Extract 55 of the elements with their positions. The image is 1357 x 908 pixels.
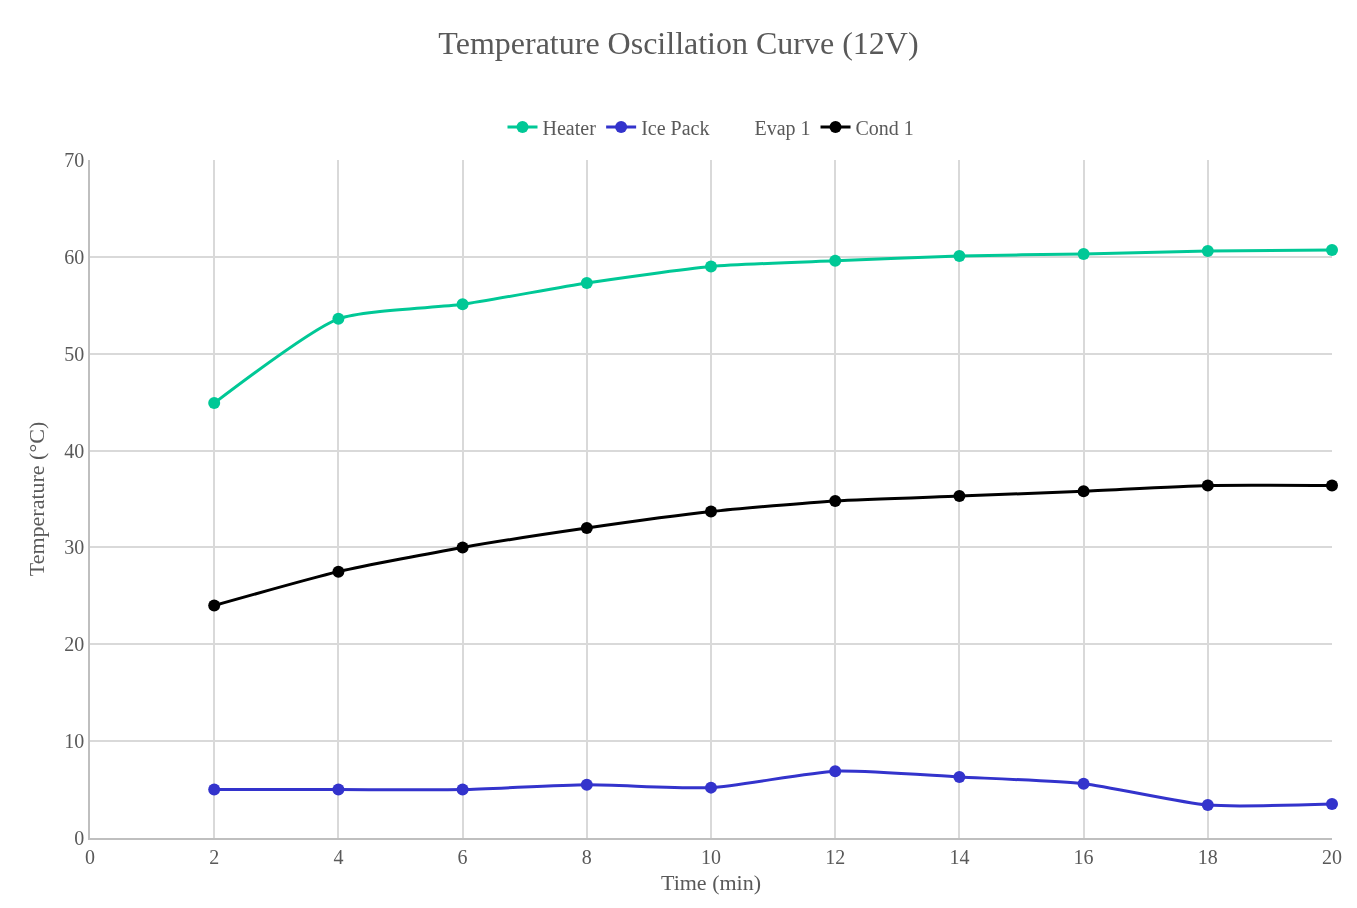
point xyxy=(332,312,345,325)
point xyxy=(580,522,593,535)
y-tick-label: 20 xyxy=(64,633,85,656)
y-tick-label: 10 xyxy=(64,730,85,753)
point xyxy=(705,781,717,794)
x-tick-label: 18 xyxy=(1197,845,1218,868)
x-tick-label: 12 xyxy=(825,845,846,868)
y-tick-label: 30 xyxy=(64,536,85,559)
legend-label: Ice Pack xyxy=(641,116,710,139)
x-tick-label: 20 xyxy=(1322,845,1342,868)
point xyxy=(705,260,717,273)
x-tick-label: 14 xyxy=(949,845,970,868)
point xyxy=(208,783,221,796)
point xyxy=(953,490,966,503)
x-tick-label: 16 xyxy=(1073,845,1094,868)
x-tick-label: 6 xyxy=(457,845,468,868)
y-tick-label: 70 xyxy=(64,149,85,171)
point xyxy=(1201,799,1214,812)
point xyxy=(1077,247,1090,260)
y-tick-label: 40 xyxy=(64,439,85,462)
point xyxy=(829,254,842,267)
point xyxy=(1077,777,1090,790)
point xyxy=(829,494,842,507)
point xyxy=(829,765,842,778)
text: Evap 1 xyxy=(754,116,811,140)
x-tick-label: 8 xyxy=(581,845,592,868)
x-tick-label: 2 xyxy=(209,845,220,868)
point xyxy=(332,565,345,578)
legend-label: Heater xyxy=(542,116,597,139)
y-tick-label: 50 xyxy=(64,342,85,365)
x-tick-label: 4 xyxy=(333,845,344,868)
point xyxy=(1326,479,1338,492)
y-axis-title: Temperature (°C) xyxy=(23,421,49,577)
point xyxy=(1201,479,1214,492)
chart-title: Temperature Oscillation Curve (12V) xyxy=(438,25,919,62)
point xyxy=(208,397,221,410)
point xyxy=(208,599,221,612)
point xyxy=(953,770,966,783)
point xyxy=(705,505,717,518)
point xyxy=(456,783,469,796)
point xyxy=(456,298,469,311)
legend-label: Cond 1 xyxy=(855,116,914,139)
point xyxy=(1326,244,1338,257)
point xyxy=(1326,798,1338,811)
y-tick-label: 0 xyxy=(74,827,85,849)
point xyxy=(456,541,469,554)
x-tick-label: 10 xyxy=(701,845,721,868)
point xyxy=(580,778,593,791)
point xyxy=(332,783,345,796)
point xyxy=(1077,485,1090,498)
point xyxy=(1201,245,1214,258)
y-tick-label: 60 xyxy=(64,245,85,268)
point xyxy=(953,249,966,262)
point xyxy=(580,277,593,289)
x-axis-title: Time (min) xyxy=(660,870,762,896)
